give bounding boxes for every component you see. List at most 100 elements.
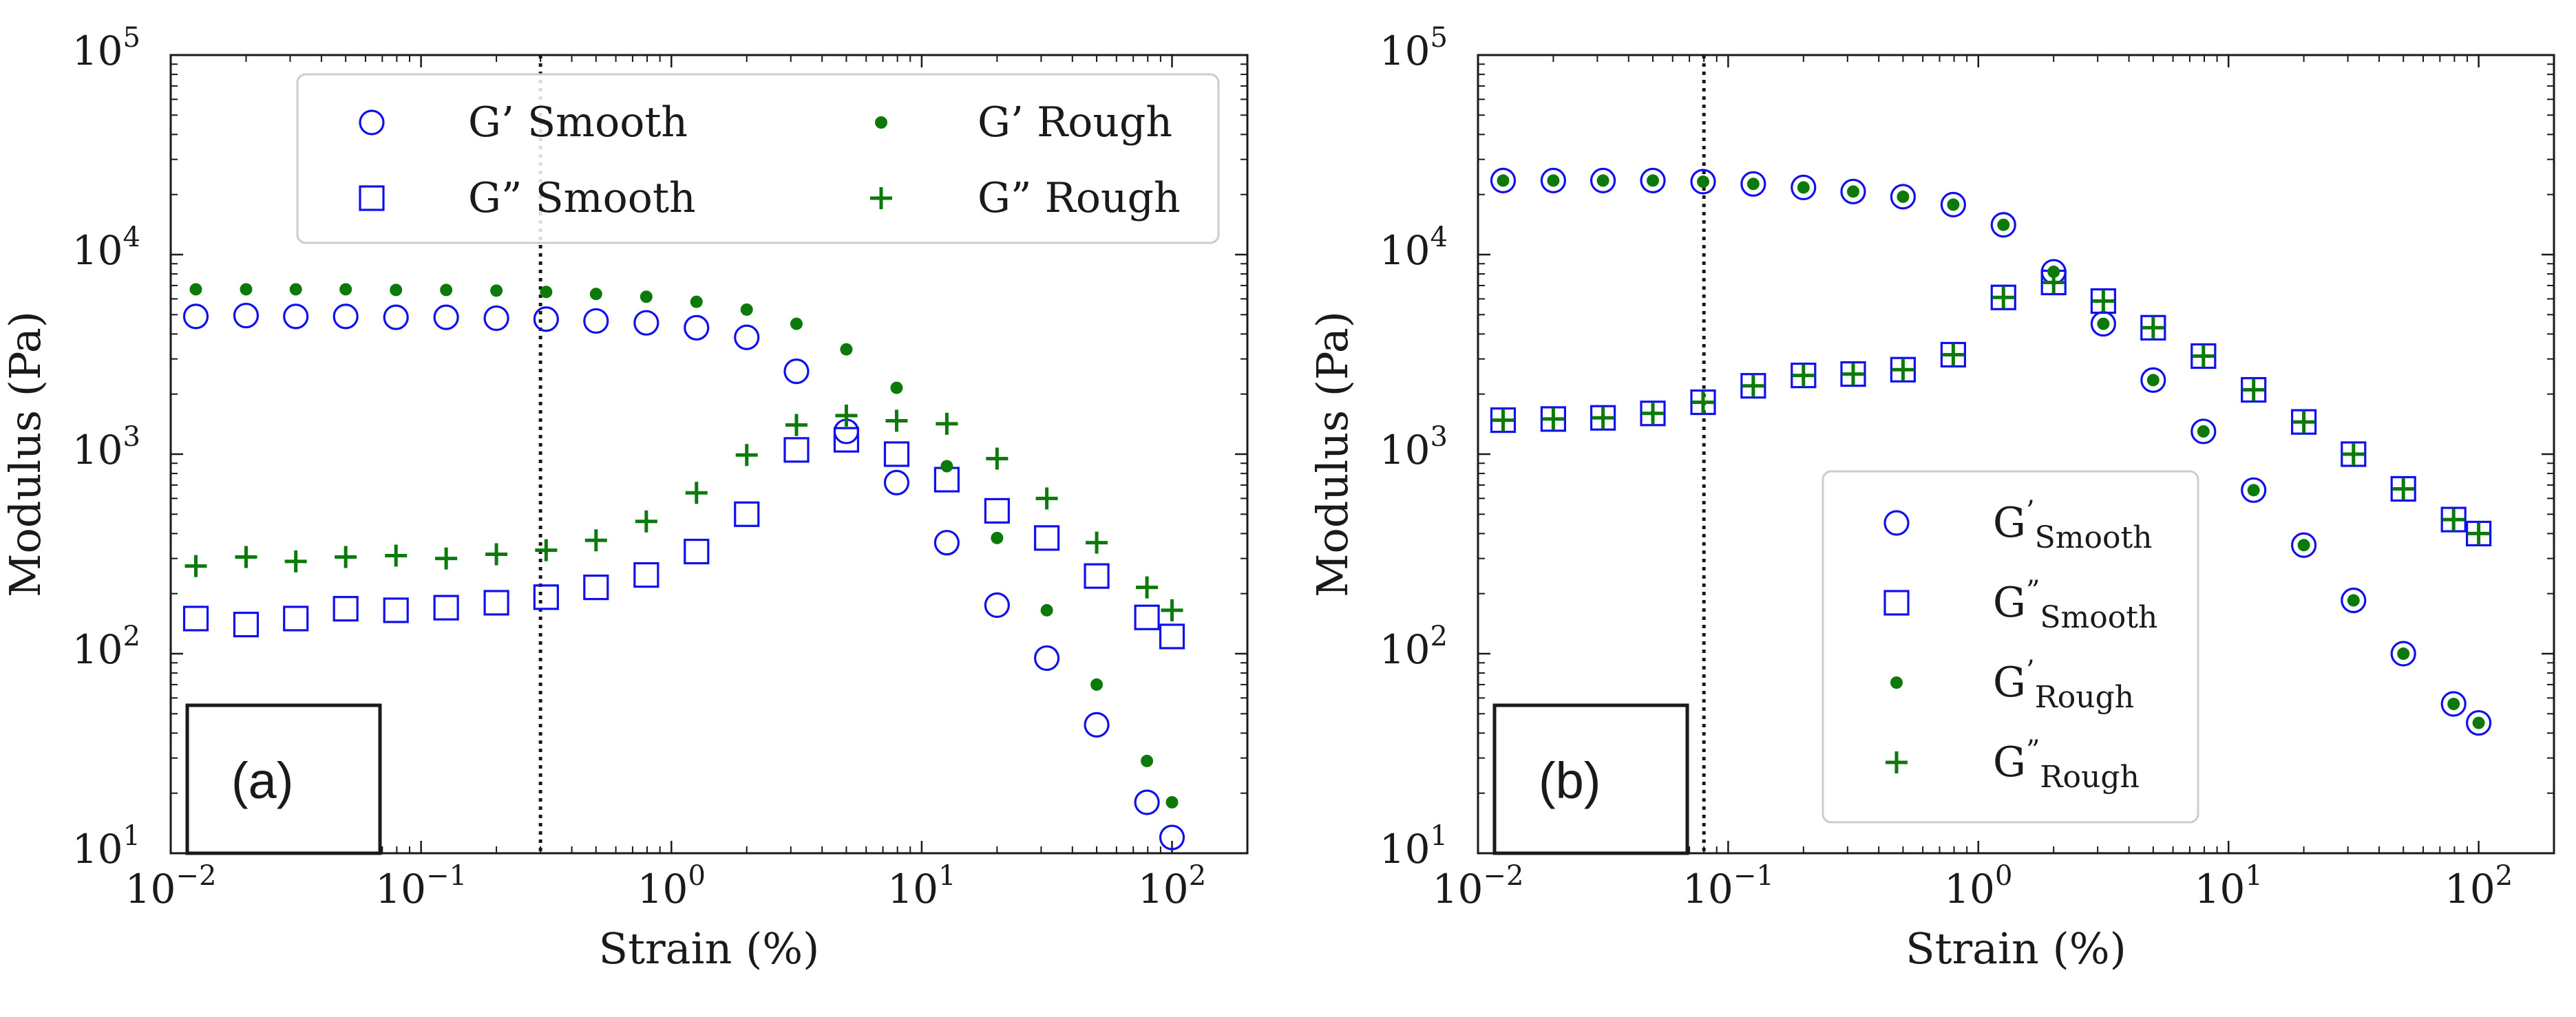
data-point: [483, 305, 509, 332]
data-point: [182, 606, 209, 632]
x-tick-label: 100: [1944, 860, 2012, 912]
data-point: [233, 302, 260, 329]
data-point: [1690, 389, 1716, 416]
x-tick-label: 10−2: [1433, 860, 1524, 912]
data-point: [1841, 363, 1864, 385]
data-point: [2447, 698, 2460, 711]
plot-frame: [169, 54, 1249, 855]
data-point: [2290, 532, 2317, 558]
data-point: [1497, 174, 1510, 187]
data-point: [1547, 174, 1560, 187]
panel-label-box: (b): [1492, 703, 1689, 855]
data-point: [383, 597, 409, 623]
data-point: [1642, 402, 1665, 425]
legend-marker: [1890, 676, 1903, 689]
data-point: [790, 317, 803, 330]
data-point: [2341, 587, 2367, 614]
y-tick-label: 102: [1380, 621, 1448, 673]
data-point: [589, 288, 602, 301]
data-point: [2390, 641, 2416, 667]
data-point: [1742, 374, 1764, 397]
chart-panel-a: 10−2 10−1 100 101 102 101 102 103 104 105 Strain (…: [0, 22, 1249, 974]
data-point: [1840, 178, 1866, 204]
panel-label-frame: [185, 703, 382, 855]
data-point: [940, 460, 953, 473]
data-point: [2440, 506, 2467, 533]
data-point: [289, 283, 302, 296]
data-point: [1035, 487, 1058, 510]
data-point: [2197, 425, 2210, 438]
data-point: [734, 324, 760, 350]
data-point: [633, 310, 659, 336]
data-point: [783, 358, 810, 385]
data-point: [433, 595, 459, 621]
data-point: [633, 562, 659, 588]
data-point: [583, 574, 609, 601]
legend-marker: [1886, 751, 1908, 773]
data-point: [2390, 475, 2416, 502]
data-point: [1542, 407, 1565, 430]
data-point: [1997, 218, 2010, 231]
panel-label: (a): [231, 752, 293, 809]
data-point: [283, 303, 309, 330]
data-point: [640, 290, 653, 303]
data-point: [2092, 290, 2115, 312]
data-point: [2247, 484, 2260, 497]
x-tick-label: 10−2: [125, 860, 217, 912]
y-tick-label: 103: [1380, 421, 1448, 473]
data-point: [390, 283, 403, 297]
data-point: [540, 286, 553, 299]
data-point: [1141, 754, 1154, 767]
data-point: [1992, 286, 2015, 309]
chart-panel-b: 10−2 10−1 100 101 102 101 102 103 104 105 Strain (…: [1307, 22, 2555, 974]
data-point: [2466, 709, 2492, 736]
data-point: [2042, 271, 2065, 294]
legend: G’Smooth G”Smooth G’Rough G”Rough: [1822, 470, 2199, 824]
data-point: [883, 469, 910, 495]
data-point: [2190, 343, 2217, 370]
data-point: [1746, 178, 1760, 191]
data-point: [233, 612, 260, 638]
data-point: [583, 308, 609, 334]
data-point: [2140, 367, 2166, 393]
y-tick-label: 101: [72, 820, 140, 873]
data-point: [1942, 343, 1965, 366]
data-point: [890, 381, 903, 394]
data-point: [885, 409, 908, 432]
data-point: [332, 596, 359, 622]
data-point: [435, 547, 458, 570]
legend-label: G’Rough: [1993, 655, 2134, 715]
data-point: [1640, 167, 1666, 193]
data-point: [1134, 604, 1160, 630]
legend-label: G”Smooth: [1993, 575, 2157, 635]
data-point: [1890, 184, 1917, 210]
minor-ticks: [1478, 55, 2554, 853]
data-point: [1490, 407, 1517, 433]
data-point: [1892, 358, 1914, 381]
data-point: [533, 306, 559, 332]
data-point: [1947, 198, 1960, 211]
data-point: [385, 544, 408, 567]
data-point: [2292, 411, 2315, 433]
data-point: [284, 550, 307, 572]
data-point: [1940, 341, 1966, 368]
legend-frame: [296, 73, 1220, 244]
data-point: [2140, 314, 2166, 341]
series-square-smooth: [1490, 269, 2492, 547]
legend-marker: [359, 109, 385, 136]
data-point: [433, 304, 459, 330]
plot-frame: [1477, 54, 2555, 855]
data-point: [1084, 711, 1110, 738]
x-tick-label: 101: [887, 860, 956, 912]
data-point: [184, 555, 207, 577]
data-point: [182, 303, 209, 330]
data-point: [1159, 824, 1185, 850]
data-point: [1791, 174, 1817, 201]
data-point: [533, 584, 559, 610]
series-plus-rough: [184, 404, 1183, 621]
data-point: [1136, 576, 1159, 599]
data-point: [1640, 400, 1666, 427]
data-point: [986, 447, 1009, 470]
y-tick-label: 105: [72, 22, 140, 74]
